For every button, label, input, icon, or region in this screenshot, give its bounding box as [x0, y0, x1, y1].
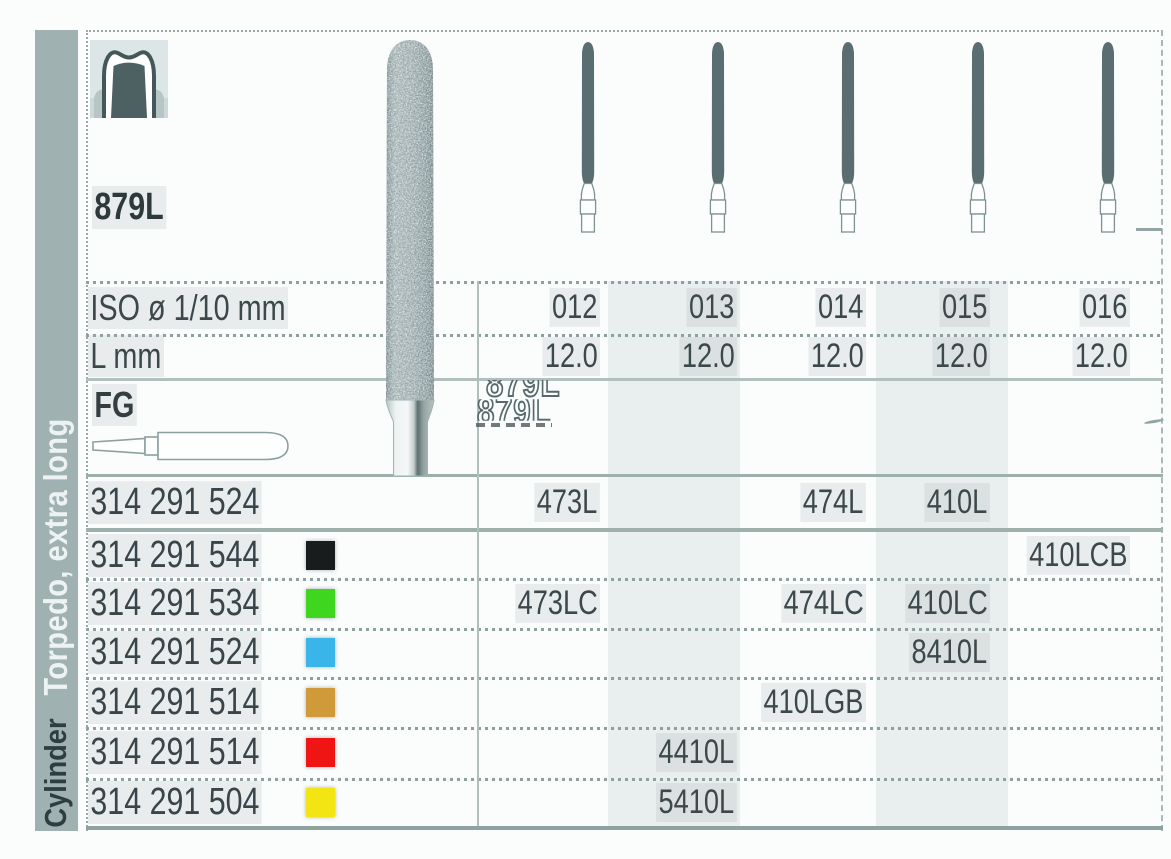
shank-type-label: FG	[92, 384, 148, 426]
watermark-model-artifact: 879L	[477, 391, 552, 433]
length-label: L mm	[88, 334, 468, 378]
grit-color-chip-gold	[306, 687, 335, 717]
panel-frame	[86, 30, 1163, 831]
rule-solid	[86, 378, 1163, 381]
rule-solid-bottom	[86, 826, 1163, 830]
rule-dotted	[86, 778, 1163, 781]
model-label: 879L	[92, 185, 185, 229]
rule-dotted	[86, 281, 1163, 284]
iso-value-013: 013	[600, 281, 737, 334]
order-number: 314 291 524	[88, 477, 313, 528]
iso-value-016: 016	[990, 281, 1130, 334]
scan-artifact	[1136, 228, 1162, 231]
fg-shank-icon	[92, 431, 289, 461]
order-number: 314 291 534	[88, 578, 313, 628]
tooth-crown-icon	[90, 40, 168, 118]
table-row: 314 291 514 410LGB	[0, 677, 1171, 727]
rule-dotted	[86, 628, 1163, 631]
grit-color-chip-blue	[306, 638, 335, 667]
iso-row: ISO ø 1/10 mm 012 013 014 015 016	[0, 281, 1171, 334]
watermark-model-artifact: 879L	[486, 363, 561, 405]
grit-color-chip-black	[306, 540, 335, 570]
bur-silhouette-013	[709, 42, 727, 233]
rule-dotted	[86, 578, 1163, 581]
rule-vertical	[477, 281, 479, 826]
bur-silhouette-012	[579, 42, 597, 233]
rule-dotted	[86, 677, 1163, 680]
table-row: 314 291 524 473L 474L 410L	[0, 477, 1171, 528]
table-row: 314 291 514 4410L	[0, 727, 1171, 778]
table-row: 314 291 504 5410L	[0, 778, 1171, 826]
bur-silhouette-014	[839, 42, 857, 233]
order-number: 314 291 514	[88, 727, 313, 778]
category-sidebar: Torpedo, extra long Cylinder	[35, 30, 78, 831]
grit-color-chip-yellow	[306, 787, 335, 817]
order-number: 314 291 504	[88, 778, 313, 826]
table-row: 314 291 524 8410L	[0, 628, 1171, 677]
rule-dotted	[86, 727, 1163, 730]
iso-value-014: 014	[737, 281, 866, 334]
grit-color-chip-red	[306, 738, 335, 767]
order-number: 314 291 514	[88, 677, 313, 727]
table-row: 314 291 534 473LC 474LC 410LC	[0, 578, 1171, 628]
order-number: 314 291 524	[88, 628, 313, 677]
table-row: 314 291 544 410LCB	[0, 532, 1171, 578]
rule-dotted	[86, 334, 1163, 337]
column-band-013	[608, 281, 740, 826]
rule-solid	[86, 528, 1163, 532]
bur-silhouette-016	[1099, 42, 1117, 233]
diamond-bur-photo	[385, 40, 435, 477]
rule-solid	[86, 474, 1163, 477]
column-band-015	[876, 281, 1008, 826]
iso-value-015: 015	[866, 281, 990, 334]
bur-silhouette-015	[969, 42, 987, 233]
iso-value-012: 012	[480, 281, 600, 334]
grit-color-chip-green	[306, 588, 335, 618]
iso-label: ISO ø 1/10 mm	[88, 281, 468, 334]
order-number: 314 291 544	[88, 532, 313, 578]
watermark-dash-artifact	[476, 423, 552, 427]
length-row: L mm 12.0 12.0 12.0 12.0 12.0	[0, 334, 1171, 378]
